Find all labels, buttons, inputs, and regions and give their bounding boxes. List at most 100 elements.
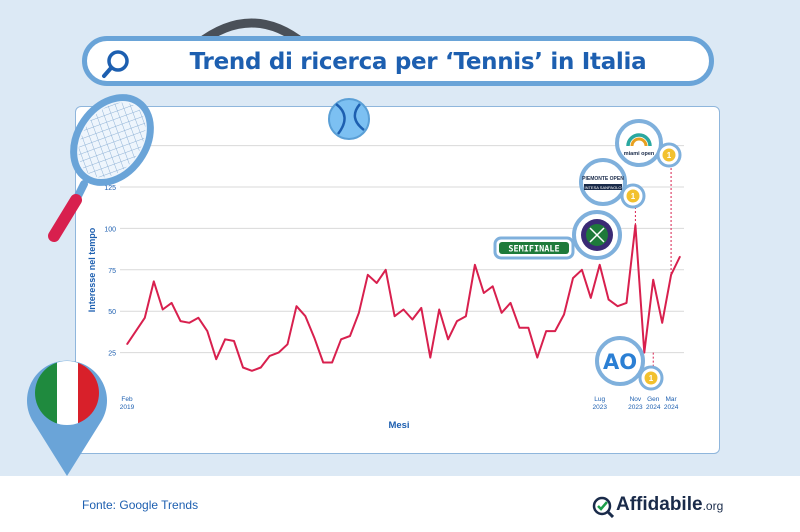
x-tick-label: 2024	[646, 404, 661, 411]
data-point	[331, 361, 333, 364]
data-point	[367, 274, 369, 276]
data-point	[483, 292, 485, 294]
x-tick-label: 2023	[628, 404, 643, 411]
data-point	[170, 302, 173, 304]
x-axis-label: Mesi	[388, 420, 409, 431]
data-point	[233, 340, 235, 342]
data-point	[643, 351, 645, 354]
data-point	[652, 279, 654, 281]
australian-open-badge: AO	[595, 336, 645, 386]
data-point	[340, 338, 342, 340]
data-point	[661, 322, 663, 324]
tennis-racket-icon	[48, 94, 154, 242]
event-guides	[634, 168, 672, 367]
data-point	[492, 285, 494, 287]
brand-tld: .org	[702, 499, 724, 513]
data-point	[206, 330, 208, 332]
svg-text:1: 1	[649, 374, 654, 383]
data-point	[251, 370, 253, 372]
check-magnifier-icon	[592, 496, 614, 518]
decorative-arc	[193, 18, 309, 49]
data-point	[608, 298, 610, 301]
svg-text:1: 1	[667, 151, 672, 160]
data-point	[438, 308, 440, 311]
brand-name: Affidabile	[616, 494, 703, 515]
data-point	[411, 318, 414, 321]
data-point	[295, 305, 298, 307]
series-points	[126, 224, 681, 372]
data-point	[385, 269, 387, 271]
search-icon	[102, 50, 129, 78]
svg-text:1: 1	[631, 192, 636, 201]
piemonte-logo-sub: INTESA SANPAOLO	[584, 185, 621, 190]
data-point	[179, 320, 182, 322]
source-note: Fonte: Google Trends	[82, 498, 199, 512]
search-bar: Trend di ricerca per ‘Tennis’ in Italia	[82, 36, 714, 86]
data-point	[126, 343, 128, 345]
data-point	[135, 330, 137, 332]
y-tick-label: 125	[104, 185, 116, 192]
data-point	[670, 274, 672, 276]
data-point	[215, 358, 217, 360]
data-point	[625, 302, 628, 304]
data-point	[518, 327, 521, 329]
data-point	[616, 305, 619, 307]
data-point	[278, 351, 280, 354]
data-point	[572, 277, 574, 279]
footer: Fonte: Google Trends Affidabile.org	[0, 476, 800, 532]
data-point	[188, 322, 191, 324]
x-tick-label: 2019	[120, 404, 135, 411]
x-tick-label: Nov	[630, 396, 642, 403]
ao-logo-text: AO	[603, 350, 637, 374]
data-point	[563, 313, 565, 316]
data-point	[474, 264, 476, 266]
data-point	[358, 312, 360, 314]
data-point	[393, 315, 396, 317]
data-point	[590, 297, 592, 299]
page-title: Trend di ricerca per ‘Tennis’ in Italia	[189, 49, 647, 75]
miami-rank-badge: 1	[656, 142, 682, 168]
italy-flag-pin-icon	[27, 360, 107, 476]
data-point	[269, 355, 271, 357]
x-tick-label: 2023	[592, 404, 607, 411]
data-point	[679, 255, 681, 258]
data-point	[349, 335, 351, 337]
semifinale-badge: SEMIFINALE	[493, 236, 575, 260]
y-axis-label: Interesse nel tempo	[87, 227, 97, 312]
data-point	[509, 302, 512, 304]
data-point	[554, 330, 556, 332]
miami-open-badge: miami open	[615, 119, 663, 167]
data-point	[313, 337, 315, 339]
miami-open-logo-text: miami open	[624, 151, 655, 157]
data-point	[456, 320, 458, 322]
data-point	[545, 330, 547, 332]
data-point	[536, 356, 538, 359]
piemonte-logo-text: PIEMONTE OPEN	[582, 176, 624, 182]
piemonte-rank-badge: 1	[620, 183, 646, 209]
data-point	[260, 366, 262, 369]
ao-rank-badge: 1	[638, 365, 664, 391]
data-point	[447, 338, 449, 340]
data-point	[465, 315, 467, 317]
x-tick-label: Mar	[665, 396, 677, 403]
data-point	[162, 308, 164, 311]
data-point	[376, 282, 378, 284]
data-point	[322, 361, 324, 364]
data-point	[144, 317, 146, 319]
y-tick-label: 75	[108, 268, 116, 275]
data-point	[402, 308, 405, 311]
piemonte-open-badge: PIEMONTE OPEN INTESA SANPAOLO	[579, 158, 627, 206]
x-tick-label: Lug	[594, 396, 605, 403]
data-point	[224, 338, 226, 340]
data-point	[599, 264, 601, 266]
data-point	[153, 280, 155, 282]
x-tick-label: Feb	[121, 396, 133, 403]
data-point	[527, 327, 529, 329]
y-tick-label: 25	[108, 351, 116, 358]
y-tick-label: 100	[104, 226, 116, 233]
data-point	[429, 356, 431, 359]
x-tick-label: 2024	[664, 404, 679, 411]
y-tick-label: 50	[108, 309, 116, 316]
wimbledon-badge	[572, 210, 622, 260]
